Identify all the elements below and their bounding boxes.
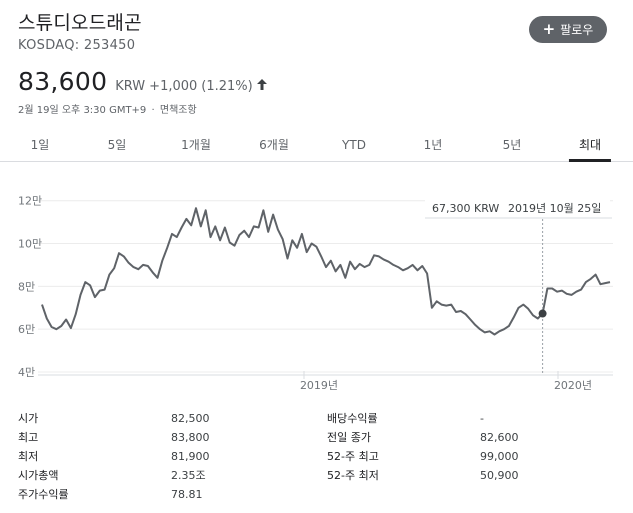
tab-1y[interactable]: 1년 bbox=[423, 138, 443, 152]
follow-button[interactable]: + 팔로우 bbox=[529, 16, 607, 43]
tooltip-date: 2019년 10월 25일 bbox=[508, 201, 601, 215]
y-tick-label: 4만 bbox=[18, 366, 35, 379]
y-axis-labels: 12만 10만 8만 6만 4만 bbox=[18, 195, 42, 379]
ticker-symbol: KOSDAQ: 253450 bbox=[18, 38, 136, 53]
disclaimer-link[interactable]: 면책조항 bbox=[159, 105, 197, 116]
tooltip-price: 67,300 KRW bbox=[432, 202, 499, 215]
current-price: 83,600 bbox=[18, 67, 108, 96]
stat-value-prev-close: 82,600 bbox=[480, 430, 519, 444]
tab-5y[interactable]: 5년 bbox=[502, 138, 522, 152]
stat-label-market-cap: 시가총액 bbox=[18, 469, 59, 482]
stat-row: 최저 81,900 bbox=[18, 447, 308, 465]
price-chart[interactable]: 12만 10만 8만 6만 4만 2019년 2020년 67,300 KRW 2019년… bbox=[0, 185, 633, 395]
separator: · bbox=[151, 105, 155, 116]
price-line bbox=[41, 207, 611, 336]
tab-ytd[interactable]: YTD bbox=[342, 137, 366, 152]
stat-label-52w-low: 52-주 최저 bbox=[327, 469, 379, 482]
stat-value-market-cap: 2.35조 bbox=[171, 469, 206, 482]
timestamp-date: 2월 19일 bbox=[18, 105, 59, 116]
x-tick-label: 2020년 bbox=[554, 379, 592, 392]
stat-label-prev-close: 전일 종가 bbox=[327, 431, 371, 444]
stat-row: 최고 83,800 bbox=[18, 428, 308, 446]
stat-row: 배당수익률 - bbox=[327, 409, 617, 427]
follow-label: 팔로우 bbox=[560, 23, 594, 37]
price-row: 83,600 KRW +1,000 (1.21%) bbox=[18, 67, 267, 96]
tab-1d[interactable]: 1일 bbox=[30, 138, 50, 152]
stat-label-low: 최저 bbox=[18, 450, 39, 463]
y-tick-label: 8만 bbox=[18, 280, 35, 293]
range-tabs: 1일 5일 1개월 6개월 YTD 1년 5년 최대 bbox=[0, 128, 633, 162]
arrow-up-icon bbox=[256, 79, 267, 94]
tab-5d[interactable]: 5일 bbox=[107, 138, 127, 152]
stat-row: 52-주 최저 50,900 bbox=[327, 466, 617, 484]
stat-row: 시가 82,500 bbox=[18, 409, 308, 427]
y-tick-label: 12만 bbox=[18, 195, 42, 208]
stat-value-pe-ratio: 78.81 bbox=[171, 487, 203, 501]
stat-label-pe-ratio: 주가수익률 bbox=[18, 488, 69, 501]
currency: KRW bbox=[115, 79, 146, 94]
stat-value-dividend-yield: - bbox=[480, 411, 484, 425]
stat-row: 52-주 최고 99,000 bbox=[327, 447, 617, 465]
tooltip-box bbox=[425, 198, 610, 217]
stat-value-52w-high: 99,000 bbox=[480, 449, 519, 463]
price-change: +1,000 bbox=[149, 79, 198, 94]
quote-timestamp: 2월 19일 오후 3:30 GMT+9 · 면책조항 bbox=[18, 101, 197, 116]
stat-label-open: 시가 bbox=[18, 412, 39, 425]
stat-label-high: 최고 bbox=[18, 431, 39, 444]
y-tick-label: 6만 bbox=[18, 323, 35, 336]
stat-label-52w-high: 52-주 최고 bbox=[327, 450, 379, 463]
highlight-point bbox=[538, 309, 547, 318]
stat-label-dividend-yield: 배당수익률 bbox=[327, 412, 378, 425]
company-name: 스튜디오드래곤 bbox=[18, 12, 142, 34]
price-series bbox=[41, 207, 611, 375]
stat-value-open: 82,500 bbox=[171, 411, 210, 425]
x-tick-label: 2019년 bbox=[300, 379, 338, 392]
tab-6m[interactable]: 6개월 bbox=[259, 138, 289, 152]
timestamp-time: 오후 3:30 GMT+9 bbox=[61, 105, 147, 116]
price-change-percent: (1.21%) bbox=[201, 79, 253, 94]
stat-row: 시가총액 2.35조 bbox=[18, 466, 308, 484]
plus-icon: + bbox=[542, 20, 556, 38]
stat-value-low: 81,900 bbox=[171, 449, 210, 463]
x-axis: 2019년 2020년 bbox=[38, 371, 613, 392]
stat-value-52w-low: 50,900 bbox=[480, 468, 519, 482]
chart-tooltip: 67,300 KRW 2019년 10월 25일 bbox=[425, 198, 612, 219]
stat-value-high: 83,800 bbox=[171, 430, 210, 444]
stat-row: 주가수익률 78.81 bbox=[18, 485, 308, 503]
stock-header: 스튜디오드래곤 KOSDAQ: 253450 bbox=[18, 8, 142, 53]
y-tick-label: 10만 bbox=[18, 238, 42, 251]
tab-max[interactable]: 최대 bbox=[568, 128, 612, 162]
stat-row: 전일 종가 82,600 bbox=[327, 428, 617, 446]
tab-1m[interactable]: 1개월 bbox=[181, 138, 211, 152]
chart-grid bbox=[38, 200, 613, 373]
